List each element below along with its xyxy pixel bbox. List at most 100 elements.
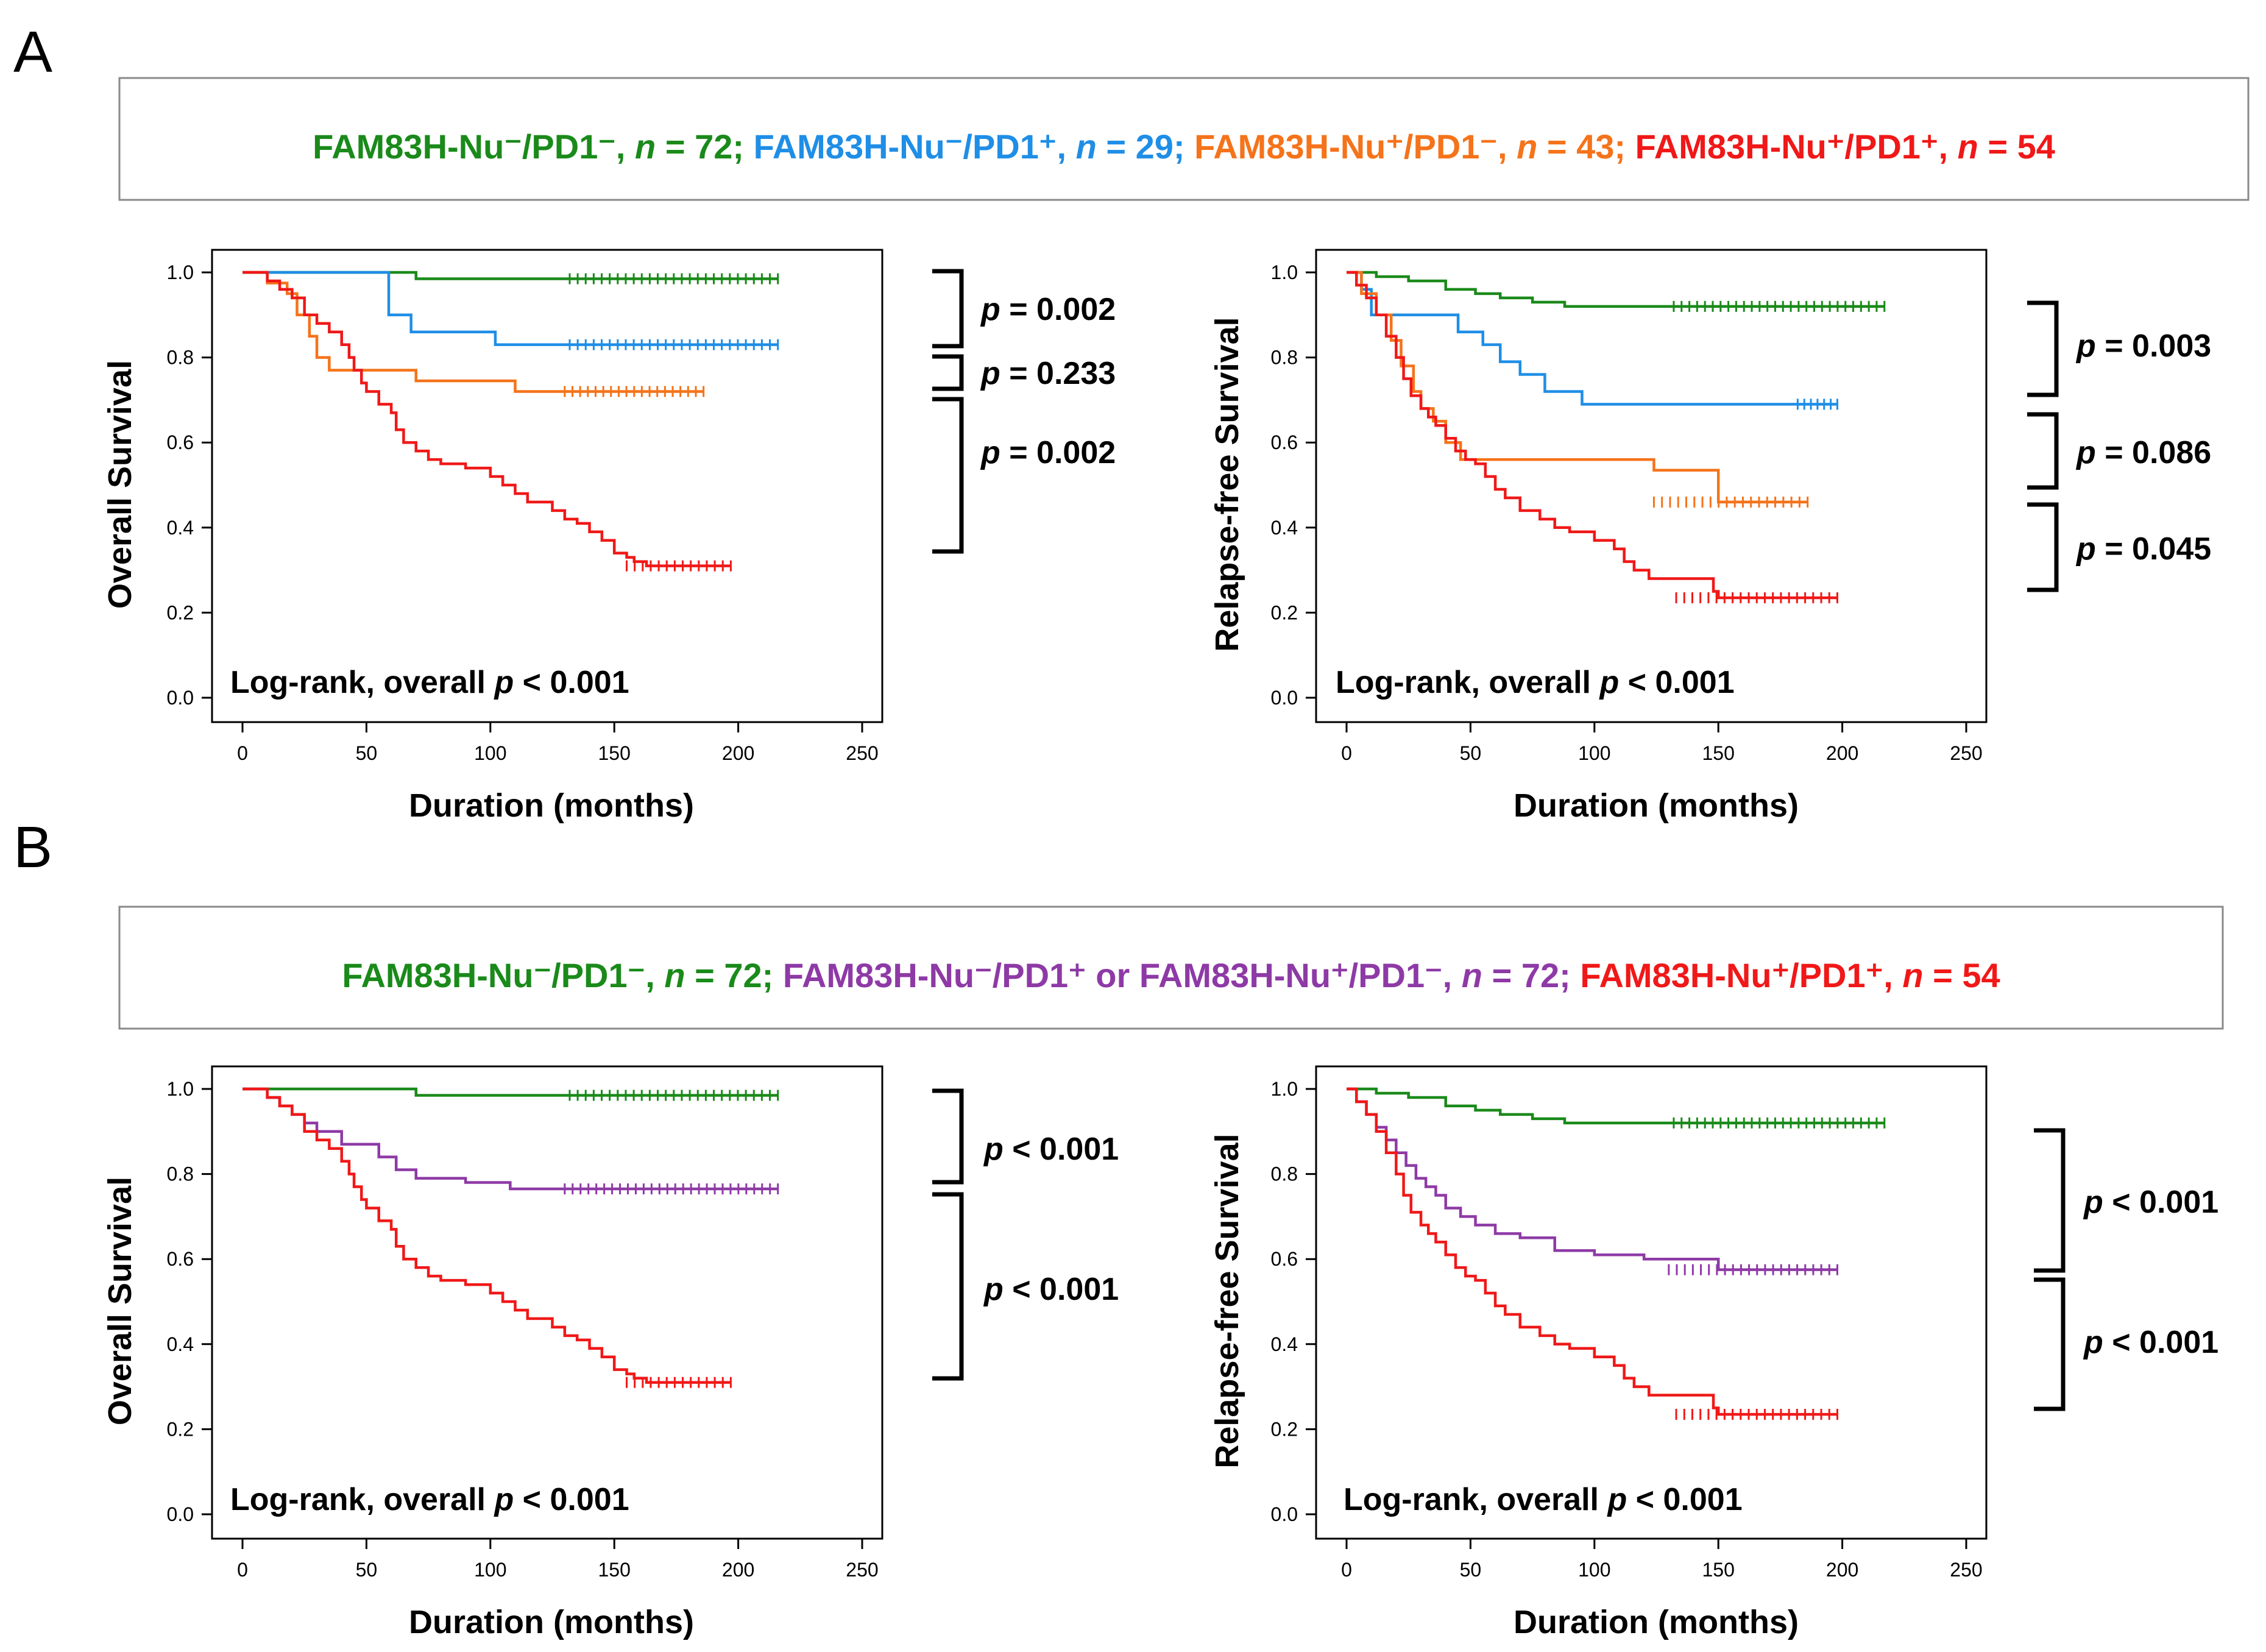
legend-b: FAM83H-Nu⁻/PD1⁻, n = 72; FAM83H-Nu⁻/PD1⁺… bbox=[342, 956, 2000, 994]
pvalue-text: p < 0.001 bbox=[983, 1272, 1119, 1307]
plot-a-os-marks: 0 50 100 150 200 250 0.0 0.2 0.4 0.6 0.8 1.0 bbox=[167, 261, 879, 764]
y-axis-label: Relapse-free Survival bbox=[1209, 317, 1245, 651]
survival-curve-3 bbox=[243, 271, 731, 567]
y-tick-label: 0.2 bbox=[167, 1418, 194, 1440]
logrank-text: Log-rank, overall p < 0.001 bbox=[1344, 1482, 1743, 1517]
y-tick-label: 0.8 bbox=[167, 1163, 194, 1185]
x-tick-label: 50 bbox=[1460, 742, 1482, 764]
x-tick-label: 50 bbox=[1460, 1559, 1482, 1581]
x-tick-label: 150 bbox=[598, 1559, 631, 1581]
plot-b-rfs: 0 50 100 150 200 250 0.0 0.2 0.4 0.6 0.8 1.0 Log-ra… bbox=[1209, 1065, 1988, 1640]
y-tick-label: 0.8 bbox=[167, 347, 194, 369]
bracket bbox=[932, 354, 964, 391]
y-tick-label: 0.0 bbox=[1271, 1503, 1298, 1525]
x-tick-label: 250 bbox=[846, 1559, 878, 1581]
x-tick-label: 0 bbox=[1341, 1559, 1352, 1581]
y-tick-label: 0.4 bbox=[1271, 517, 1298, 539]
y-tick-label: 0.0 bbox=[167, 687, 194, 709]
pvalue-brackets-b-os bbox=[932, 1088, 964, 1381]
survival-curve-2 bbox=[243, 1087, 731, 1384]
y-tick-label: 0.0 bbox=[167, 1503, 194, 1525]
plot-frame bbox=[211, 249, 883, 723]
x-tick-label: 150 bbox=[1702, 1559, 1735, 1581]
survival-curve-1 bbox=[1347, 271, 1838, 406]
survival-curve-3 bbox=[1347, 271, 1838, 600]
survival-curve-1 bbox=[1347, 1087, 1838, 1271]
y-tick-label: 0.6 bbox=[1271, 1248, 1298, 1270]
legend-box-b bbox=[118, 906, 2224, 1030]
plot-a-rfs: 0 50 100 150 200 250 0.0 0.2 0.4 0.6 0.8 1.0 Log-ra… bbox=[1209, 249, 1988, 824]
bracket bbox=[2034, 1128, 2066, 1273]
y-axis-label: Overall Survival bbox=[102, 360, 138, 609]
bracket bbox=[932, 1192, 964, 1381]
y-axis-label: Relapse-free Survival bbox=[1209, 1133, 1245, 1468]
pvalue-text: p = 0.002 bbox=[980, 292, 1116, 327]
y-tick-label: 0.6 bbox=[167, 1248, 194, 1270]
pvalue-text: p < 0.001 bbox=[2083, 1325, 2218, 1360]
x-tick-label: 100 bbox=[1578, 742, 1610, 764]
x-tick-label: 150 bbox=[598, 742, 631, 764]
legend-a-item-3: FAM83H-Nu⁺/PD1⁺, n = 54 bbox=[1635, 127, 2055, 166]
x-tick-label: 250 bbox=[1950, 742, 1982, 764]
pvalue-text: p = 0.233 bbox=[980, 356, 1116, 391]
legend-a-item-0: FAM83H-Nu⁻/PD1⁻, n = 72; bbox=[313, 127, 754, 166]
pvalue-text: p = 0.045 bbox=[2075, 531, 2211, 567]
y-tick-label: 0.8 bbox=[1271, 347, 1298, 369]
bracket bbox=[932, 1088, 964, 1185]
x-tick-label: 50 bbox=[356, 742, 378, 764]
legend-b-item-0: FAM83H-Nu⁻/PD1⁻, n = 72; bbox=[342, 956, 783, 994]
pvalue-text: p < 0.001 bbox=[983, 1132, 1119, 1167]
pvalue-text: p = 0.003 bbox=[2075, 328, 2211, 364]
panel-letter-a: A bbox=[13, 19, 52, 85]
bracket bbox=[932, 397, 964, 554]
legend-a: FAM83H-Nu⁻/PD1⁻, n = 72; FAM83H-Nu⁻/PD1⁺… bbox=[313, 127, 2055, 166]
y-tick-label: 0.4 bbox=[167, 1333, 194, 1355]
x-axis-label: Duration (months) bbox=[409, 787, 694, 824]
survival-curve-0 bbox=[1347, 1087, 1885, 1125]
legend-box-a bbox=[118, 77, 2250, 201]
pvalue-text: p = 0.086 bbox=[2075, 435, 2211, 470]
plot-b-rfs-marks: 0 50 100 150 200 250 0.0 0.2 0.4 0.6 0.8 1.0 bbox=[1271, 1078, 1983, 1581]
legend-b-item-1: FAM83H-Nu⁻/PD1⁺ or FAM83H-Nu⁺/PD1⁻, n = … bbox=[783, 956, 1580, 994]
pvalue-text: p < 0.001 bbox=[2083, 1185, 2218, 1220]
x-tick-label: 100 bbox=[1578, 1559, 1610, 1581]
y-tick-label: 1.0 bbox=[167, 1078, 194, 1100]
x-tick-label: 50 bbox=[356, 1559, 378, 1581]
plot-a-os: 0 50 100 150 200 250 0.0 0.2 0.4 0.6 0.8 1.0 Log-ra… bbox=[102, 249, 883, 824]
bracket bbox=[2034, 1277, 2066, 1411]
plot-a-rfs-marks: 0 50 100 150 200 250 0.0 0.2 0.4 0.6 0.8 1.0 bbox=[1271, 261, 1983, 764]
bracket bbox=[2027, 502, 2059, 592]
pvalue-brackets-a-rfs bbox=[2027, 300, 2059, 592]
survival-curve-2 bbox=[243, 271, 704, 393]
logrank-text: Log-rank, overall p < 0.001 bbox=[230, 665, 629, 700]
plot-frame bbox=[211, 1065, 883, 1540]
legend-a-item-2: FAM83H-Nu⁺/PD1⁻, n = 43; bbox=[1194, 127, 1635, 166]
legend-a-item-1: FAM83H-Nu⁻/PD1⁺, n = 29; bbox=[754, 127, 1195, 166]
plot-frame bbox=[1315, 249, 1988, 723]
x-tick-label: 0 bbox=[237, 742, 248, 764]
y-tick-label: 1.0 bbox=[1271, 261, 1298, 283]
x-tick-label: 0 bbox=[1341, 742, 1352, 764]
x-tick-label: 250 bbox=[1950, 1559, 1982, 1581]
panel-letter-b: B bbox=[13, 815, 52, 880]
survival-curve-0 bbox=[243, 1087, 778, 1097]
pvalue-brackets-b-rfs bbox=[2034, 1128, 2066, 1411]
x-tick-label: 100 bbox=[474, 1559, 506, 1581]
y-axis-label: Overall Survival bbox=[102, 1177, 138, 1425]
bracket bbox=[932, 269, 964, 349]
plot-b-os: 0 50 100 150 200 250 0.0 0.2 0.4 0.6 0.8 1.0 Log-ra… bbox=[102, 1065, 883, 1640]
x-tick-label: 150 bbox=[1702, 742, 1735, 764]
y-tick-label: 0.4 bbox=[1271, 1333, 1298, 1355]
logrank-text: Log-rank, overall p < 0.001 bbox=[1336, 665, 1735, 700]
x-axis-label: Duration (months) bbox=[1514, 1604, 1799, 1640]
y-tick-label: 0.2 bbox=[1271, 1418, 1298, 1440]
x-tick-label: 200 bbox=[1826, 1559, 1858, 1581]
x-tick-label: 0 bbox=[237, 1559, 248, 1581]
y-tick-label: 0.6 bbox=[1271, 431, 1298, 453]
y-tick-label: 0.4 bbox=[167, 517, 194, 539]
y-tick-label: 0.6 bbox=[167, 431, 194, 453]
survival-curve-1 bbox=[243, 271, 778, 346]
y-tick-label: 0.0 bbox=[1271, 687, 1298, 709]
x-axis-label: Duration (months) bbox=[409, 1604, 694, 1640]
pvalue-text: p = 0.002 bbox=[980, 435, 1116, 470]
